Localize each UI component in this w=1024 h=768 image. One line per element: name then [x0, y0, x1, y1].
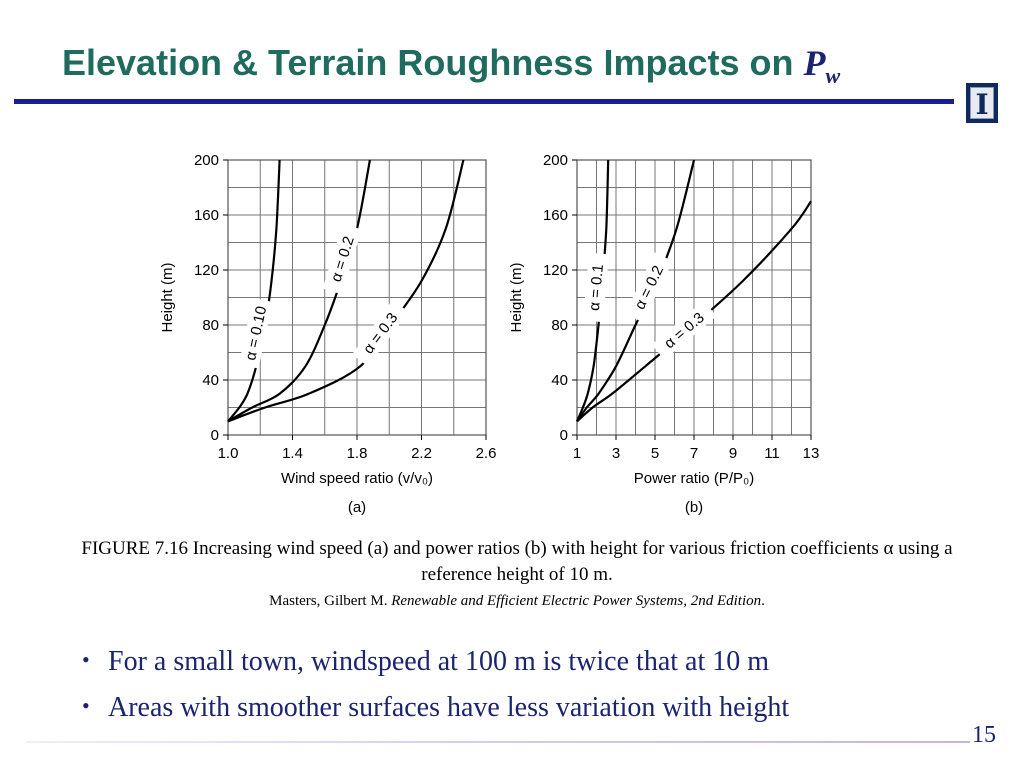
- series-label-bg: [582, 252, 609, 323]
- logo-glyph: I: [975, 88, 989, 121]
- y-axis-title: Height (m): [159, 262, 176, 332]
- x-tick-label: 1.4: [282, 445, 303, 462]
- bullet-text: For a small town, windspeed at 100 m is …: [108, 646, 770, 677]
- figure-citation: Masters, Gilbert M. Renewable and Effici…: [80, 593, 954, 610]
- figure-caption: FIGURE 7.16 Increasing wind speed (a) an…: [81, 538, 953, 585]
- series-label-bg: [351, 299, 409, 367]
- citation-end: .: [761, 593, 765, 609]
- x-tick-label: 3: [612, 445, 620, 462]
- x-tick-label: 1.8: [347, 445, 368, 462]
- series-label-bg: [322, 223, 362, 295]
- x-tick-label: 13: [803, 445, 820, 462]
- y-tick-label: 120: [543, 262, 568, 279]
- series-line: [227, 159, 281, 423]
- bullet-dot: •: [82, 647, 90, 672]
- y-tick-label: 200: [194, 152, 219, 169]
- series-label-bg: [624, 252, 673, 323]
- footer-divider: [26, 741, 970, 743]
- series-line: [575, 159, 610, 422]
- power-symbol-letter: P: [803, 43, 826, 83]
- bullet-text: Areas with smoother surfaces have less v…: [108, 692, 790, 723]
- bullet-list: • For a small town, windspeed at 100 m is…: [82, 638, 789, 730]
- series-line: [227, 159, 465, 423]
- y-tick-label: 120: [194, 262, 219, 279]
- x-tick-label: 11: [764, 445, 780, 462]
- bullet-item: • For a small town, windspeed at 100 m is…: [82, 638, 789, 684]
- y-tick-label: 80: [551, 317, 568, 334]
- series-label: α = 0.3: [661, 309, 708, 352]
- series-label-bg: [238, 297, 273, 369]
- x-tick-label: 9: [729, 445, 737, 462]
- x-axis-title: Wind speed ratio (v/v₀): [281, 470, 433, 487]
- university-logo: I: [966, 83, 998, 123]
- bullet-item: • Areas with smoother surfaces have less …: [82, 684, 789, 730]
- page-number: 15: [972, 722, 996, 748]
- x-tick-label: 7: [690, 445, 698, 462]
- y-axis-title: Height (m): [508, 262, 525, 332]
- bullet-dot: •: [82, 693, 90, 718]
- citation-title: Renewable and Efficient Electric Power S…: [391, 593, 762, 609]
- x-tick-label: 5: [651, 445, 659, 462]
- power-symbol: Pw: [803, 43, 840, 88]
- x-tick-label: 1: [573, 445, 581, 462]
- y-tick-label: 40: [551, 372, 568, 389]
- citation-author: Masters, Gilbert M.: [269, 593, 392, 609]
- x-tick-label: 1.0: [218, 445, 239, 462]
- series-label: α = 0.1: [586, 263, 607, 311]
- y-tick-label: 0: [560, 427, 568, 444]
- slide-title: Elevation & Terrain Roughness Impacts on…: [62, 42, 840, 89]
- series-line: [576, 159, 696, 422]
- series-label-bg: [651, 300, 717, 360]
- y-tick-label: 160: [194, 207, 219, 224]
- y-tick-label: 40: [202, 372, 219, 389]
- slide-title-text: Elevation & Terrain Roughness Impacts on: [62, 42, 804, 83]
- chart-panel-a: 1.0 1.4 1.8 2.2 2.6 0 40 80 120 160 200 Wind speed …: [159, 152, 496, 516]
- title-divider: [14, 99, 954, 104]
- series-line: [227, 159, 371, 423]
- y-tick-label: 160: [543, 207, 568, 224]
- y-tick-label: 200: [543, 152, 568, 169]
- x-tick-label: 2.6: [476, 445, 497, 462]
- panel-label: (b): [685, 499, 703, 516]
- x-tick-label: 2.2: [411, 445, 432, 462]
- y-tick-label: 80: [202, 317, 219, 334]
- x-axis-title: Power ratio (P/P₀): [634, 470, 754, 487]
- y-tick-label: 0: [211, 427, 219, 444]
- panel-label: (a): [348, 499, 366, 516]
- power-symbol-subscript: w: [825, 63, 841, 89]
- logo-panel: I: [970, 87, 994, 121]
